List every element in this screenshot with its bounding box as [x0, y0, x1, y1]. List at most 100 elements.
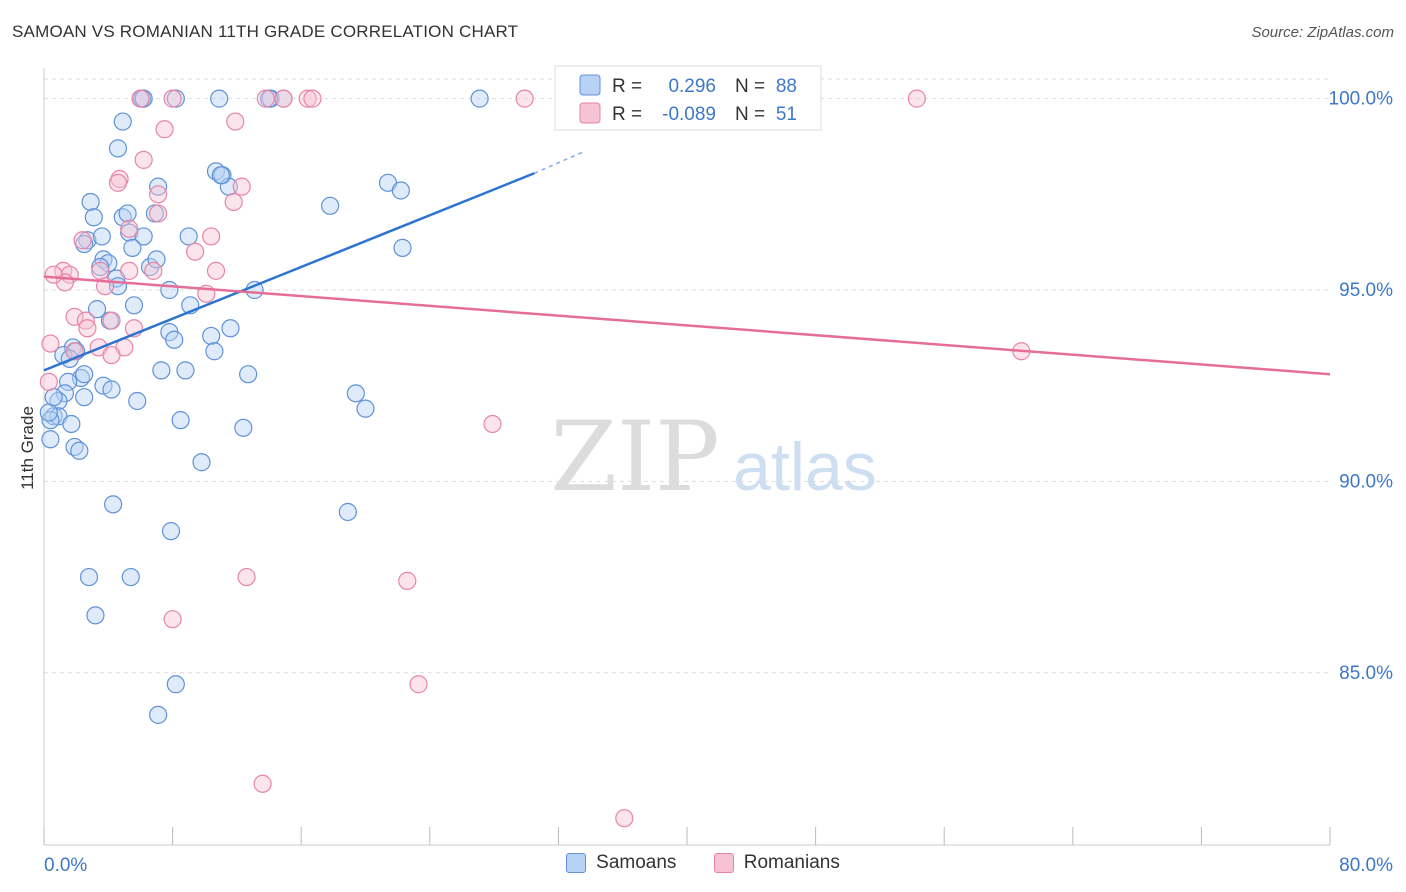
samoan-point [210, 89, 229, 108]
romanian-point [274, 89, 293, 108]
samoan-point [202, 326, 221, 346]
romanian-point [76, 311, 95, 330]
watermark-zip: ZIP [550, 401, 719, 513]
samoan-point [179, 227, 198, 246]
romanian-point [907, 89, 926, 108]
gridlines [44, 78, 1330, 674]
samoan-point [160, 280, 179, 300]
romanian-point [65, 307, 84, 326]
samoan-point [62, 414, 81, 434]
source-credit: Source: ZipAtlas.com [1251, 24, 1394, 41]
stats-legend: R = 0.296 N = 88 R = -0.089 N = 51 [554, 65, 822, 131]
samoan-point [470, 89, 489, 108]
series-legend: Samoans Romanians [0, 852, 1406, 879]
samoans-n-value: 88 [776, 76, 797, 97]
romanian-point [232, 177, 251, 196]
samoan-point [102, 380, 121, 399]
samoan-point [161, 522, 181, 541]
samoan-point [39, 403, 58, 422]
y-tick-label: 90.0% [1339, 471, 1393, 492]
samoans-trend-extension [533, 151, 583, 174]
romanian-point [237, 567, 256, 587]
y-tick-label: 100.0% [1329, 89, 1394, 110]
romanians-n-value: 51 [776, 104, 797, 125]
romanian-point [186, 242, 205, 261]
romanian-point [253, 774, 272, 793]
samoan-point [149, 705, 168, 724]
romanian-point [224, 192, 243, 212]
samoan-point [211, 166, 230, 185]
samoan-point [41, 430, 60, 449]
samoan-point [118, 204, 137, 223]
samoan-point [91, 257, 110, 277]
romanian-point [102, 311, 121, 330]
samoan-point [205, 342, 224, 361]
y-axis-label: 11th Grade [18, 406, 37, 490]
samoan-point [87, 300, 107, 319]
samoan-point [92, 227, 111, 246]
romanians-swatch [579, 102, 601, 124]
romanian-point [120, 219, 139, 238]
samoan-point [41, 411, 60, 430]
romanian-point [206, 261, 226, 280]
samoan-point [393, 238, 412, 257]
samoan-point [234, 418, 253, 437]
samoans-r-value: 0.296 [668, 76, 716, 97]
romanian-point [163, 89, 182, 108]
watermark: ZIP atlas [550, 401, 876, 513]
axes [43, 68, 1331, 846]
samoans-trend-line [43, 172, 535, 372]
y-tick-label: 95.0% [1339, 280, 1393, 301]
romanian-point [102, 345, 121, 365]
samoan-point [152, 361, 171, 380]
romanian-point [515, 89, 534, 108]
samoan-point [81, 192, 100, 212]
romanian-point [78, 319, 97, 338]
romanian-point [120, 261, 139, 280]
romanian-point [298, 89, 317, 108]
samoan-point [239, 365, 258, 384]
x-tick-label: 80.0% [1339, 855, 1393, 876]
samoan-point [124, 296, 144, 315]
romanian-point [41, 334, 60, 353]
romanian-point [149, 204, 168, 223]
romanian-point [615, 809, 634, 828]
romanian-point [73, 231, 92, 250]
samoan-point [75, 365, 94, 384]
samoan-point [113, 112, 132, 131]
romanian-point [144, 261, 163, 280]
samoan-point [221, 319, 240, 338]
samoans-r-label: R = [612, 76, 642, 97]
romanian-point [149, 185, 168, 204]
romanian-point [44, 265, 63, 284]
trend-lines [43, 151, 1331, 376]
romanian-point [134, 150, 153, 169]
samoan-point [121, 567, 140, 587]
samoan-point [44, 388, 63, 407]
legend-label-samoans: Samoans [596, 852, 677, 873]
samoan-point [59, 372, 78, 391]
romanians-n-label: N = [735, 104, 765, 125]
samoan-point [108, 139, 128, 158]
samoans-swatch [579, 74, 601, 96]
samoan-point [321, 196, 340, 215]
samoan-point [338, 502, 357, 522]
samoan-point [176, 361, 195, 380]
romanian-point [131, 89, 150, 108]
romanian-point [163, 610, 182, 629]
samoan-point [391, 181, 410, 200]
romanian-point [155, 120, 174, 139]
samoan-point [128, 391, 147, 411]
romanian-point [256, 89, 275, 108]
legend-swatch-romanians [713, 853, 734, 873]
samoan-point [171, 411, 190, 430]
samoan-point [147, 250, 166, 269]
samoan-point [104, 495, 123, 514]
legend-item-romanians: Romanians [713, 852, 840, 874]
romanian-point [202, 227, 221, 246]
legend-swatch-samoans [566, 853, 587, 873]
samoan-point [79, 567, 99, 587]
romanian-point [226, 112, 245, 131]
samoan-point [165, 330, 184, 349]
